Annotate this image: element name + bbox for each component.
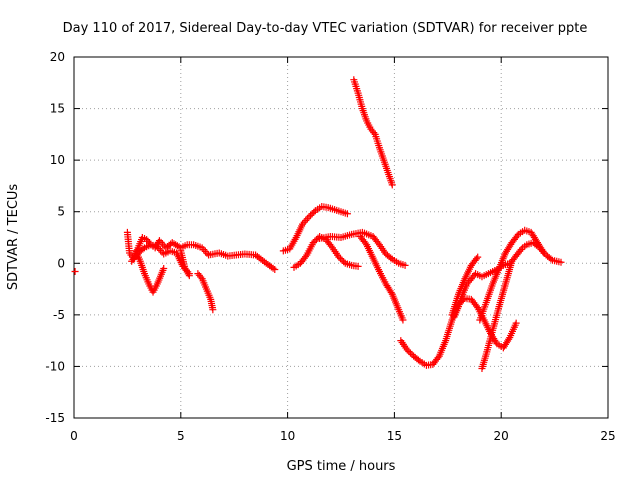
data-point bbox=[370, 129, 378, 137]
data-point bbox=[71, 268, 79, 276]
data-point bbox=[185, 272, 193, 280]
axis-ticks: 0 5 10 15 20 25 -15 -10 -5 0 5 10 15 20 bbox=[45, 50, 615, 443]
y-tick-label: 15 bbox=[50, 102, 65, 116]
data-point bbox=[302, 216, 310, 224]
data-point bbox=[312, 236, 320, 244]
data-point bbox=[302, 253, 310, 261]
x-tick-label: 10 bbox=[280, 429, 295, 443]
x-tick-label: 20 bbox=[494, 429, 509, 443]
data-point bbox=[505, 335, 513, 343]
data-point bbox=[269, 264, 277, 272]
data-point bbox=[474, 253, 482, 261]
data-point bbox=[305, 213, 313, 221]
data-point bbox=[401, 261, 409, 269]
data-point bbox=[472, 302, 480, 310]
data-point bbox=[139, 245, 147, 253]
data-point bbox=[539, 247, 547, 255]
data-point bbox=[405, 347, 413, 355]
data-point bbox=[472, 255, 480, 263]
data-point bbox=[387, 289, 395, 297]
data-point bbox=[492, 338, 500, 346]
data-point bbox=[434, 354, 442, 362]
data-point bbox=[387, 254, 395, 262]
plot-frame bbox=[73, 56, 609, 419]
data-point bbox=[354, 262, 362, 270]
y-axis-label: SDTVAR / TECUs bbox=[6, 184, 21, 291]
data-point bbox=[303, 215, 311, 223]
data-point bbox=[557, 258, 565, 266]
data-point bbox=[338, 256, 346, 264]
data-point bbox=[343, 210, 351, 218]
y-tick-label: -5 bbox=[53, 308, 65, 322]
data-point bbox=[309, 239, 317, 247]
chart-title: Day 110 of 2017, Sidereal Day-to-day VTE… bbox=[63, 21, 588, 36]
y-tick-label: 5 bbox=[57, 205, 65, 219]
data-point bbox=[540, 249, 548, 257]
data-point bbox=[311, 237, 319, 245]
data-point bbox=[512, 319, 520, 327]
data-point bbox=[547, 255, 555, 263]
grid bbox=[74, 57, 608, 418]
data-point bbox=[374, 239, 382, 247]
x-tick-label: 15 bbox=[387, 429, 402, 443]
data-point bbox=[327, 242, 335, 250]
data-point bbox=[336, 255, 344, 263]
y-tick-label: -15 bbox=[45, 411, 65, 425]
y-tick-label: 0 bbox=[57, 256, 65, 270]
data-point bbox=[513, 232, 521, 240]
data-point bbox=[160, 264, 168, 272]
y-tick-label: -10 bbox=[45, 359, 65, 373]
x-tick-label: 0 bbox=[70, 429, 78, 443]
data-point bbox=[406, 349, 414, 357]
x-tick-label: 25 bbox=[600, 429, 615, 443]
data-point bbox=[517, 246, 525, 254]
data-point bbox=[197, 273, 205, 281]
data-point bbox=[403, 346, 411, 354]
x-axis-label: GPS time / hours bbox=[287, 459, 396, 474]
data-point bbox=[271, 265, 279, 273]
data-point bbox=[361, 239, 369, 247]
data-point bbox=[388, 181, 396, 189]
data-point bbox=[308, 210, 316, 218]
y-tick-label: 10 bbox=[50, 153, 65, 167]
data-point bbox=[340, 258, 348, 266]
data-point bbox=[209, 306, 217, 314]
data-point bbox=[203, 249, 211, 257]
x-tick-label: 5 bbox=[177, 429, 185, 443]
data-marks bbox=[71, 76, 565, 372]
data-point bbox=[310, 208, 318, 216]
y-tick-label: 20 bbox=[50, 50, 65, 64]
data-point bbox=[201, 247, 209, 255]
data-point bbox=[335, 253, 343, 261]
data-point bbox=[399, 316, 407, 324]
data-point bbox=[307, 211, 315, 219]
data-point bbox=[414, 356, 422, 364]
